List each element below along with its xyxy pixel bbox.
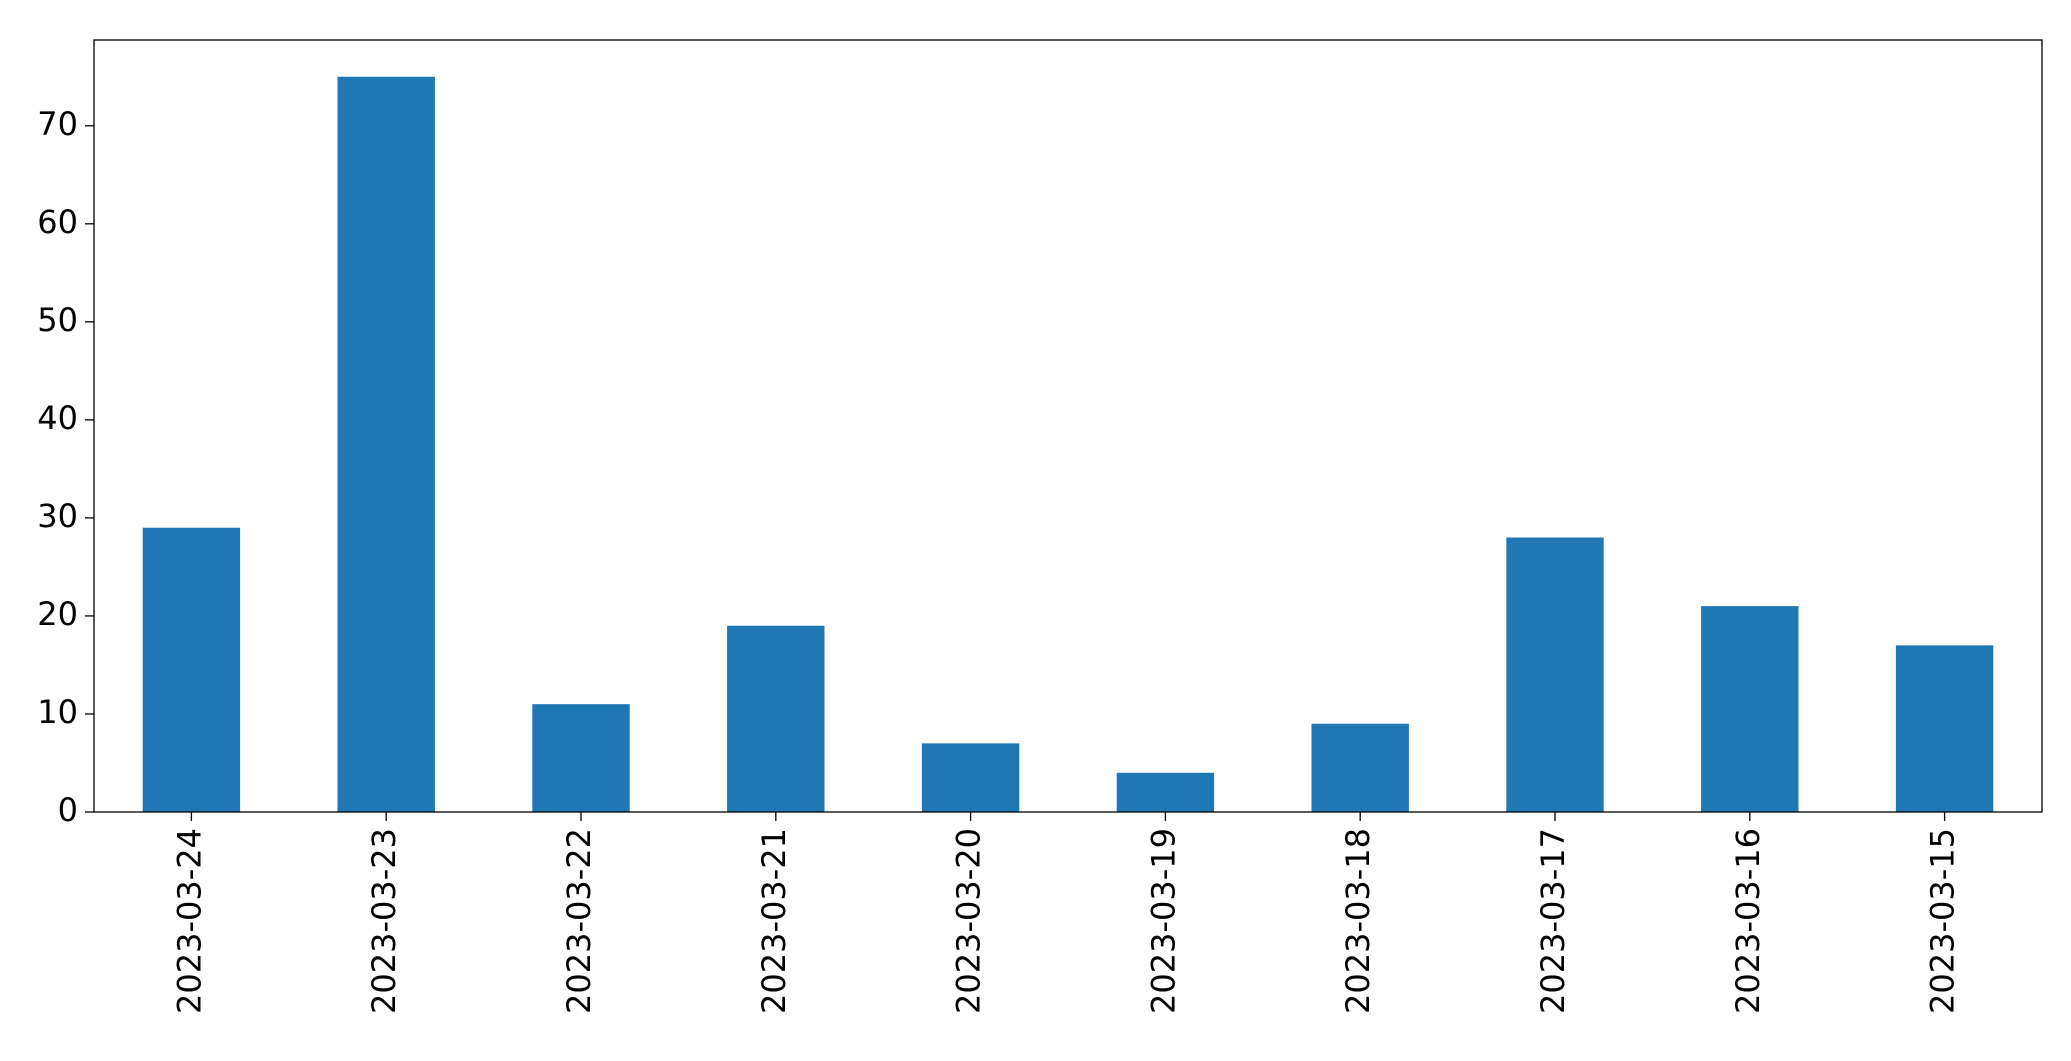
y-tick-label: 50: [37, 301, 78, 339]
y-tick-label: 20: [37, 595, 78, 633]
bar: [1506, 537, 1604, 812]
x-tick-label: 2023-03-23: [365, 828, 403, 1014]
x-tick-label: 2023-03-24: [170, 828, 208, 1014]
y-tick-label: 30: [37, 497, 78, 535]
x-tick-label: 2023-03-22: [560, 828, 598, 1014]
x-tick-label: 2023-03-19: [1144, 828, 1182, 1014]
y-tick-label: 70: [37, 105, 78, 143]
x-tick-label: 2023-03-18: [1339, 828, 1377, 1014]
plot-frame: [93, 39, 2043, 813]
bar: [921, 743, 1020, 812]
bar: [1311, 723, 1409, 812]
bar: [1701, 606, 1799, 812]
bar: [1895, 645, 1994, 812]
bar: [532, 704, 630, 812]
y-tick-label: 60: [37, 203, 78, 241]
bar: [727, 625, 825, 812]
x-tick-label: 2023-03-20: [950, 828, 988, 1014]
bar: [337, 76, 435, 812]
x-tick-label: 2023-03-16: [1729, 828, 1767, 1014]
bar: [142, 527, 241, 812]
x-tick-label: 2023-03-17: [1534, 828, 1572, 1014]
x-tick-label: 2023-03-21: [755, 828, 793, 1014]
bar: [1116, 772, 1215, 812]
y-tick-label: 40: [37, 399, 78, 437]
x-tick-label: 2023-03-15: [1924, 828, 1962, 1014]
y-tick-label: 10: [37, 693, 78, 731]
y-tick-label: 0: [58, 791, 78, 829]
